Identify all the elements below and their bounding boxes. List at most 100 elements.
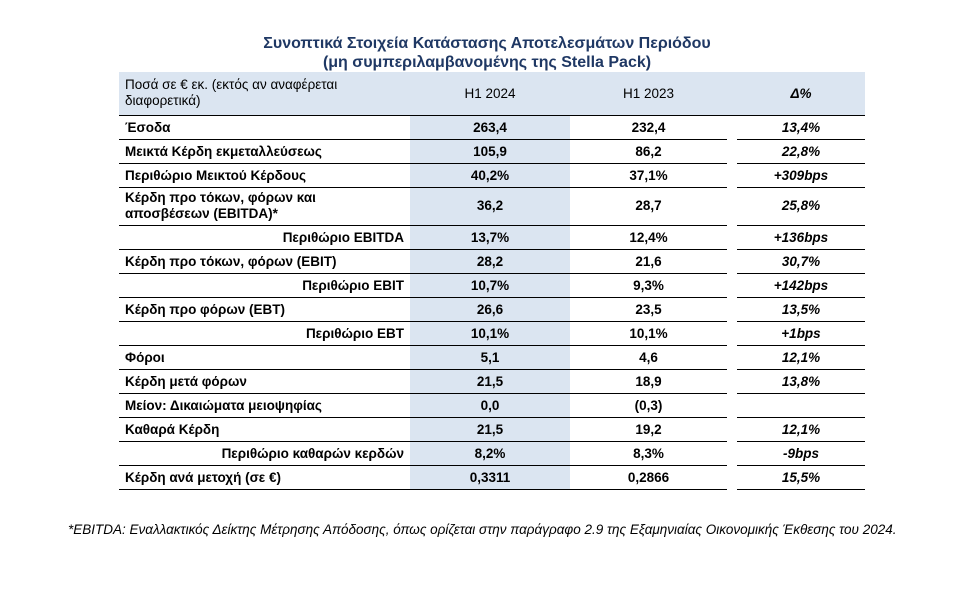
value-h1-2023: 0,2866 — [570, 465, 727, 490]
value-delta: 13,5% — [737, 297, 865, 322]
value-h1-2024: 8,2% — [410, 441, 570, 466]
row-label: Κέρδη ανά μετοχή (σε €) — [119, 465, 410, 490]
table-header-row: Ποσά σε € εκ. (εκτός αν αναφέρεται διαφο… — [119, 72, 865, 116]
row-label: Κέρδη προ φόρων (EBT) — [119, 297, 410, 322]
table-row: Καθαρά Κέρδη 21,5 19,2 12,1% — [119, 417, 865, 442]
value-h1-2024: 21,5 — [410, 369, 570, 394]
row-label: Καθαρά Κέρδη — [119, 417, 410, 442]
gap-cell — [727, 393, 737, 417]
value-h1-2023: 12,4% — [570, 225, 727, 250]
gap-cell — [727, 139, 737, 163]
gap-cell — [727, 115, 737, 139]
gap-cell — [727, 273, 737, 297]
value-delta: +136bps — [737, 225, 865, 250]
value-h1-2023: 28,7 — [570, 187, 727, 226]
gap-cell — [727, 417, 737, 441]
row-label: Μεικτά Κέρδη εκμεταλλεύσεως — [119, 139, 410, 164]
row-label: Κέρδη μετά φόρων — [119, 369, 410, 394]
gap-cell — [727, 225, 737, 249]
value-h1-2024: 105,9 — [410, 139, 570, 164]
value-h1-2024: 21,5 — [410, 417, 570, 442]
value-delta: 30,7% — [737, 249, 865, 274]
table-row: Φόροι 5,1 4,6 12,1% — [119, 345, 865, 370]
gap-cell — [727, 465, 737, 489]
table-subtitle: (μη συμπεριλαμβανομένης της Stella Pack) — [322, 54, 652, 71]
value-h1-2024: 13,7% — [410, 225, 570, 250]
value-h1-2023: 19,2 — [570, 417, 727, 442]
table-row: Έσοδα 263,4 232,4 13,4% — [119, 115, 865, 140]
header-gap — [727, 72, 737, 116]
table-row: Κέρδη προ φόρων (EBT) 26,6 23,5 13,5% — [119, 297, 865, 322]
value-h1-2024: 26,6 — [410, 297, 570, 322]
value-delta: 15,5% — [737, 465, 865, 490]
header-delta: Δ% — [737, 72, 865, 116]
row-label: Περιθώριο EBT — [119, 321, 410, 346]
table-row: Περιθώριο EBITDA 13,7% 12,4% +136bps — [119, 225, 865, 250]
row-label: Περιθώριο Μεικτού Κέρδους — [119, 163, 410, 188]
value-h1-2023: 37,1% — [570, 163, 727, 188]
value-h1-2024: 40,2% — [410, 163, 570, 188]
value-delta: 13,8% — [737, 369, 865, 394]
header-label: Ποσά σε € εκ. (εκτός αν αναφέρεται διαφο… — [119, 72, 410, 116]
value-h1-2023: 4,6 — [570, 345, 727, 370]
value-h1-2023: 9,3% — [570, 273, 727, 298]
gap-cell — [727, 321, 737, 345]
header-h1-2023: H1 2023 — [570, 72, 727, 116]
table-row: Περιθώριο Μεικτού Κέρδους 40,2% 37,1% +3… — [119, 163, 865, 188]
value-h1-2024: 36,2 — [410, 187, 570, 226]
table-title: Συνοπτικά Στοιχεία Κατάστασης Αποτελεσμά… — [263, 35, 711, 52]
table-row: Κέρδη προ τόκων, φόρων και αποσβέσεων (E… — [119, 187, 865, 226]
value-delta: 12,1% — [737, 345, 865, 370]
value-h1-2023: 18,9 — [570, 369, 727, 394]
gap-cell — [727, 345, 737, 369]
value-h1-2024: 0,0 — [410, 393, 570, 418]
value-h1-2024: 28,2 — [410, 249, 570, 274]
table-row: Περιθώριο EBIT 10,7% 9,3% +142bps — [119, 273, 865, 298]
value-delta: -9bps — [737, 441, 865, 466]
gap-cell — [727, 163, 737, 187]
table-row: Κέρδη ανά μετοχή (σε €) 0,3311 0,2866 15… — [119, 465, 865, 490]
table-row: Περιθώριο EBT 10,1% 10,1% +1bps — [119, 321, 865, 346]
value-delta: 12,1% — [737, 417, 865, 442]
footnote: *EBITDA: Εναλλακτικός Δείκτης Μέτρησης Α… — [68, 522, 897, 537]
row-label: Περιθώριο καθαρών κερδών — [119, 441, 410, 466]
row-label: Κέρδη προ τόκων, φόρων και αποσβέσεων (E… — [119, 187, 410, 226]
value-h1-2024: 10,7% — [410, 273, 570, 298]
value-delta: 22,8% — [737, 139, 865, 164]
value-h1-2023: 10,1% — [570, 321, 727, 346]
gap-cell — [727, 187, 737, 225]
header-h1-2024: H1 2024 — [410, 72, 570, 116]
row-label: Περιθώριο EBITDA — [119, 225, 410, 250]
gap-cell — [727, 369, 737, 393]
value-delta: 13,4% — [737, 115, 865, 140]
value-h1-2023: (0,3) — [570, 393, 727, 418]
row-label: Μείον: Δικαιώματα μειοψηφίας — [119, 393, 410, 418]
value-h1-2024: 5,1 — [410, 345, 570, 370]
gap-cell — [727, 441, 737, 465]
value-h1-2024: 0,3311 — [410, 465, 570, 490]
value-h1-2023: 86,2 — [570, 139, 727, 164]
table-row: Μεικτά Κέρδη εκμεταλλεύσεως 105,9 86,2 2… — [119, 139, 865, 164]
gap-cell — [727, 297, 737, 321]
value-h1-2023: 232,4 — [570, 115, 727, 140]
table-row: Κέρδη μετά φόρων 21,5 18,9 13,8% — [119, 369, 865, 394]
row-label: Περιθώριο EBIT — [119, 273, 410, 298]
value-h1-2023: 21,6 — [570, 249, 727, 274]
value-delta: +309bps — [737, 163, 865, 188]
value-delta: 25,8% — [737, 187, 865, 226]
table-row: Περιθώριο καθαρών κερδών 8,2% 8,3% -9bps — [119, 441, 865, 466]
value-h1-2024: 263,4 — [410, 115, 570, 140]
value-h1-2023: 23,5 — [570, 297, 727, 322]
row-label: Έσοδα — [119, 115, 410, 140]
value-delta — [737, 393, 865, 418]
value-h1-2024: 10,1% — [410, 321, 570, 346]
table-row: Κέρδη προ τόκων, φόρων (EBIT) 28,2 21,6 … — [119, 249, 865, 274]
gap-cell — [727, 249, 737, 273]
income-statement-table: Ποσά σε € εκ. (εκτός αν αναφέρεται διαφο… — [119, 72, 865, 490]
row-label: Κέρδη προ τόκων, φόρων (EBIT) — [119, 249, 410, 274]
value-delta: +142bps — [737, 273, 865, 298]
table-row: Μείον: Δικαιώματα μειοψηφίας 0,0 (0,3) — [119, 393, 865, 418]
value-delta: +1bps — [737, 321, 865, 346]
value-h1-2023: 8,3% — [570, 441, 727, 466]
row-label: Φόροι — [119, 345, 410, 370]
